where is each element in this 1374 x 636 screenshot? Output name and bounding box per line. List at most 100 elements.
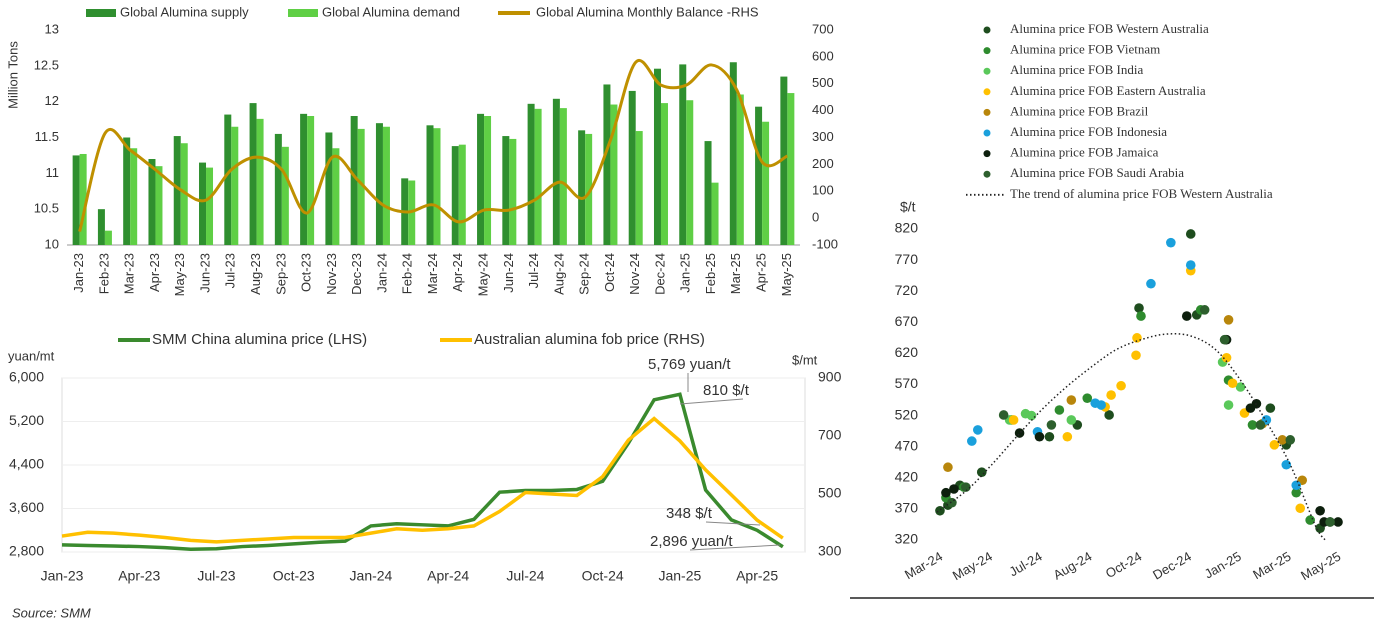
price-point (941, 487, 951, 498)
legend-marker (983, 170, 991, 178)
bar (307, 116, 315, 245)
price-point (1134, 303, 1144, 313)
y-tick-label: 12 (45, 93, 59, 108)
y-tick-label: 570 (895, 375, 919, 391)
price-point (1265, 403, 1276, 413)
legend-marker (983, 108, 991, 116)
y-tick-label: 720 (895, 282, 919, 298)
bar (357, 128, 365, 245)
price-point (947, 497, 957, 508)
legend-label: Alumina price FOB India (1010, 62, 1143, 77)
bar (502, 136, 510, 245)
annotation: 5,769 yuan/t (648, 356, 731, 373)
price-point (1014, 428, 1025, 438)
legend-label: Global Alumina demand (322, 4, 460, 19)
y-tick-label: 6,000 (9, 369, 44, 385)
bar (509, 138, 517, 245)
y-tick-label: 4,400 (9, 456, 44, 472)
price-point (1227, 378, 1238, 389)
x-tick-label: Jul-24 (1007, 549, 1045, 580)
price-point (943, 462, 953, 473)
price-point (1096, 400, 1106, 410)
x-tick-label: Jul-24 (526, 253, 541, 288)
legend-marker (983, 67, 991, 75)
x-tick-label: May-24 (475, 253, 490, 296)
x-tick-label: Dec-24 (652, 253, 667, 295)
y2-tick-label: 300 (818, 543, 842, 559)
x-tick-label: Jan-25 (1202, 549, 1244, 582)
y-tick-label: 12.5 (34, 57, 59, 72)
price-point (1082, 393, 1093, 403)
bar (123, 137, 131, 245)
bar (458, 144, 466, 245)
x-tick-label: Mar-25 (1250, 549, 1293, 583)
y-tick-label: 420 (895, 469, 919, 485)
annotation: 2,896 yuan/t (650, 533, 733, 550)
price-point (1166, 237, 1176, 248)
price-point (1034, 431, 1045, 442)
x-tick-label: May-25 (779, 253, 794, 296)
bar (679, 64, 687, 246)
bar (130, 148, 138, 245)
x-tick-label: Apr-23 (147, 253, 162, 292)
x-tick-label: Jun-23 (197, 253, 212, 293)
price-point (1054, 405, 1065, 415)
legend-marker (983, 88, 991, 96)
bar (155, 166, 163, 245)
y2-tick-label: 400 (812, 102, 834, 117)
bar (281, 146, 289, 245)
legend-marker (983, 26, 991, 34)
x-tick-label: Mar-24 (425, 253, 440, 294)
y-tick-label: 370 (895, 500, 919, 516)
bar (610, 104, 618, 246)
y-tick-label: 820 (895, 220, 919, 236)
y2-tick-label: 500 (818, 485, 842, 501)
y2-tick-label: 200 (812, 156, 834, 171)
legend-swatch (288, 9, 318, 17)
price-point (1223, 315, 1234, 325)
legend-label: Global Alumina supply (120, 4, 249, 19)
x-tick-label: Jan-25 (678, 253, 693, 293)
bar (231, 126, 239, 245)
price-point (972, 425, 983, 435)
trend-line (936, 333, 1326, 541)
bar (729, 62, 737, 245)
x-tick-label: Jan-25 (658, 568, 701, 584)
x-tick-label: Mar-25 (728, 253, 743, 294)
y2-tick-label: 900 (818, 369, 842, 385)
bar (256, 118, 264, 245)
price-point (1185, 260, 1196, 270)
legend-label: Alumina price FOB Eastern Australia (1010, 83, 1206, 98)
bar (426, 125, 434, 245)
legend-label: The trend of alumina price FOB Western A… (1010, 186, 1273, 201)
price-point (1066, 395, 1077, 405)
y-tick-label: 670 (895, 313, 919, 329)
x-tick-label: Dec-24 (1150, 549, 1194, 583)
price-point (1062, 431, 1073, 442)
price-point (1199, 305, 1210, 315)
price-point (949, 484, 959, 494)
y-tick-label: 11.5 (35, 129, 59, 144)
y-tick-label: 770 (895, 251, 919, 267)
price-point (1281, 459, 1292, 470)
y-tick-label: 320 (895, 531, 919, 547)
x-tick-label: Jul-23 (223, 253, 238, 288)
bar (350, 116, 358, 245)
bar (578, 130, 586, 245)
x-tick-label: Oct-24 (1103, 549, 1144, 581)
price-point (1333, 517, 1343, 527)
bar (433, 128, 441, 245)
price-point (1136, 311, 1146, 321)
annotation-leader (679, 398, 744, 405)
x-tick-label: Apr-24 (450, 253, 465, 292)
bar (755, 106, 763, 245)
bar (206, 167, 214, 245)
bar (686, 100, 694, 245)
price-point (1146, 278, 1156, 289)
bar (628, 90, 636, 246)
price-point (1269, 440, 1280, 450)
bar (375, 123, 383, 245)
x-tick-label: Jan-24 (350, 568, 393, 584)
bar (173, 136, 181, 245)
